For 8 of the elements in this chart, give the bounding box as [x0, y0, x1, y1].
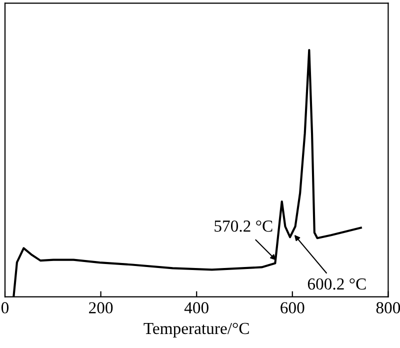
- annotation: 600.2 °C: [308, 278, 366, 290]
- annotation: 570.2 °C: [214, 220, 272, 232]
- x-axis-title: Temperature/°C: [144, 322, 249, 338]
- x-tick-label: 0: [1, 302, 9, 314]
- x-tick-label: 200: [89, 302, 113, 314]
- x-tick-label: 400: [184, 302, 208, 314]
- x-tick-label: 800: [376, 302, 400, 314]
- x-tick-label: 600: [280, 302, 304, 314]
